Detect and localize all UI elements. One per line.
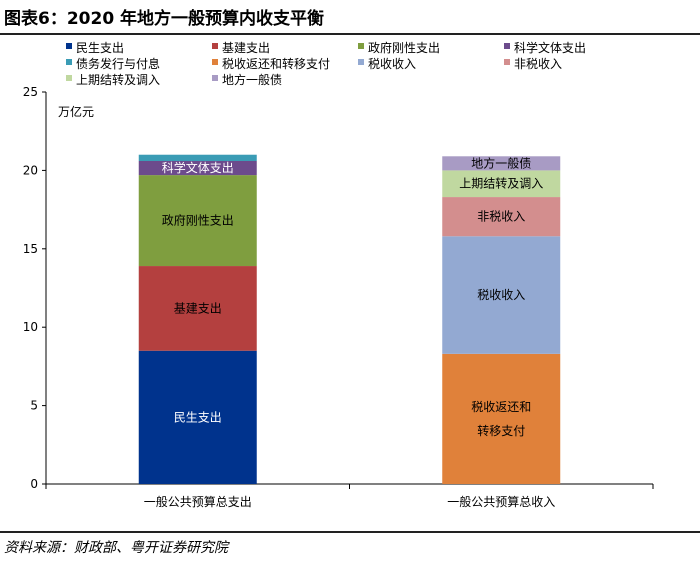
legend-swatch <box>66 75 72 81</box>
x-tick-label: 一般公共预算总支出 <box>144 494 252 509</box>
data-label: 非税收入 <box>477 210 525 224</box>
legend-label: 政府刚性支出 <box>368 40 440 55</box>
legend-swatch <box>358 59 364 65</box>
data-label: 税收收入 <box>477 288 525 302</box>
legend-swatch <box>504 43 510 49</box>
data-label: 政府刚性支出 <box>162 213 234 228</box>
data-label: 上期结转及调入 <box>459 176 543 191</box>
bar-segment <box>138 266 257 351</box>
data-label: 民生支出 <box>174 410 222 424</box>
legend-label: 非税收入 <box>514 57 562 71</box>
legend-label: 基建支出 <box>222 41 270 55</box>
y-tick-label: 20 <box>23 163 38 177</box>
legend-label: 地方一般债 <box>222 72 282 87</box>
bar-segment <box>138 175 257 267</box>
data-label: 科学文体支出 <box>162 160 234 175</box>
chart-title: 图表6：2020 年地方一般预算内收支平衡 <box>4 9 325 29</box>
legend-swatch <box>212 59 218 65</box>
legend-label: 税收返还和转移支付 <box>222 56 330 71</box>
x-tick-label: 一般公共预算总收入 <box>447 494 555 509</box>
y-tick-label: 15 <box>23 242 38 256</box>
legend-swatch <box>358 43 364 49</box>
bar-segment <box>442 236 561 354</box>
y-tick-label: 5 <box>30 399 38 413</box>
y-tick-label: 10 <box>23 320 38 334</box>
legend-label: 科学文体支出 <box>514 40 586 55</box>
bar-segment <box>442 170 561 198</box>
legend-label: 债务发行与付息 <box>76 56 160 71</box>
data-label: 地方一般债 <box>471 155 531 170</box>
data-label: 基建支出 <box>174 301 222 315</box>
legend-label: 上期结转及调入 <box>76 72 160 87</box>
bar-segment <box>138 350 257 484</box>
legend-swatch <box>212 43 218 49</box>
bar-segment <box>442 197 561 237</box>
y-tick-label: 0 <box>30 477 38 491</box>
source-rule <box>0 531 700 533</box>
legend-label: 税收收入 <box>368 57 416 71</box>
legend-label: 民生支出 <box>76 41 124 55</box>
bar-segment <box>442 353 561 484</box>
bar-segment <box>442 156 561 171</box>
bar-segment <box>138 160 257 176</box>
legend-swatch <box>504 59 510 65</box>
y-axis-unit-label: 万亿元 <box>58 104 94 119</box>
data-label: 转移支付 <box>477 423 525 438</box>
bar-segment <box>138 154 257 161</box>
legend-swatch <box>212 75 218 81</box>
legend-swatch <box>66 59 72 65</box>
legend-swatch <box>66 43 72 49</box>
title-rule <box>0 33 700 35</box>
data-label: 税收返还和 <box>471 400 531 414</box>
source-note: 资料来源：财政部、粤开证券研究院 <box>4 540 228 556</box>
y-tick-label: 25 <box>23 85 38 99</box>
